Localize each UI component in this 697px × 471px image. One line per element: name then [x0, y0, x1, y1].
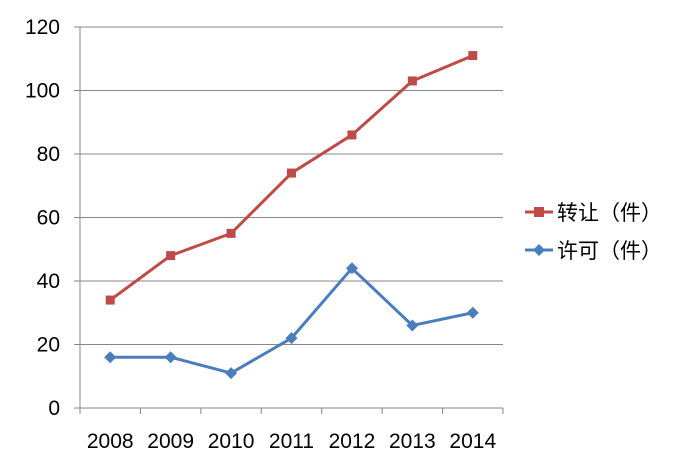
x-axis-tick-labels: 2008 2009 2010 2011 2012 2013 2014: [87, 430, 497, 453]
x-tick-label: 2013: [389, 430, 436, 453]
x-tick-label: 2008: [87, 430, 134, 453]
y-tick-label: 100: [25, 80, 60, 103]
y-tick-label: 40: [37, 270, 60, 293]
legend-label-transfer: 转让（件）: [557, 201, 662, 225]
data-point-transfer: [468, 51, 478, 61]
data-point-transfer: [287, 168, 296, 178]
data-point-transfer: [166, 251, 176, 261]
data-point-license: [104, 351, 117, 364]
series-line-transfer: [109, 54, 474, 302]
axes: [74, 26, 504, 414]
data-point-license: [164, 351, 177, 364]
x-tick-label: 2011: [269, 430, 314, 453]
data-point-transfer: [226, 228, 236, 238]
x-tick-label: 2009: [147, 430, 194, 453]
y-tick-label: 80: [37, 143, 60, 166]
y-axis-tick-labels: 0 20 40 60 80 100 120: [25, 16, 60, 420]
data-point-license: [225, 367, 238, 380]
y-tick-label: 20: [37, 334, 60, 357]
legend-item-license: 许可（件）: [525, 239, 662, 263]
y-tick-label: 60: [37, 207, 60, 230]
series-transfer: [105, 51, 478, 305]
legend-label-license: 许可（件）: [557, 239, 662, 263]
y-tick-label: 0: [48, 397, 60, 420]
x-tick-label: 2010: [208, 430, 255, 453]
series-line-license: [110, 266, 474, 375]
legend-item-transfer: 转让（件）: [525, 201, 662, 225]
data-point-license: [466, 306, 479, 319]
series-lines: [104, 51, 479, 380]
legend-swatch-marker-transfer: [534, 207, 544, 217]
series-license: [104, 262, 479, 380]
data-point-transfer: [407, 76, 417, 86]
y-tick-label: 120: [25, 16, 60, 39]
x-tick-label: 2012: [329, 430, 376, 453]
data-point-license: [406, 319, 419, 332]
legend: 转让（件） 许可（件）: [525, 201, 662, 263]
data-point-license: [345, 262, 358, 275]
data-point-transfer: [105, 295, 115, 305]
legend-swatch-marker-license: [533, 244, 545, 256]
data-point-transfer: [347, 130, 357, 140]
x-tick-label: 2014: [449, 430, 496, 453]
data-point-license: [285, 332, 298, 345]
gridlines: [80, 26, 503, 345]
